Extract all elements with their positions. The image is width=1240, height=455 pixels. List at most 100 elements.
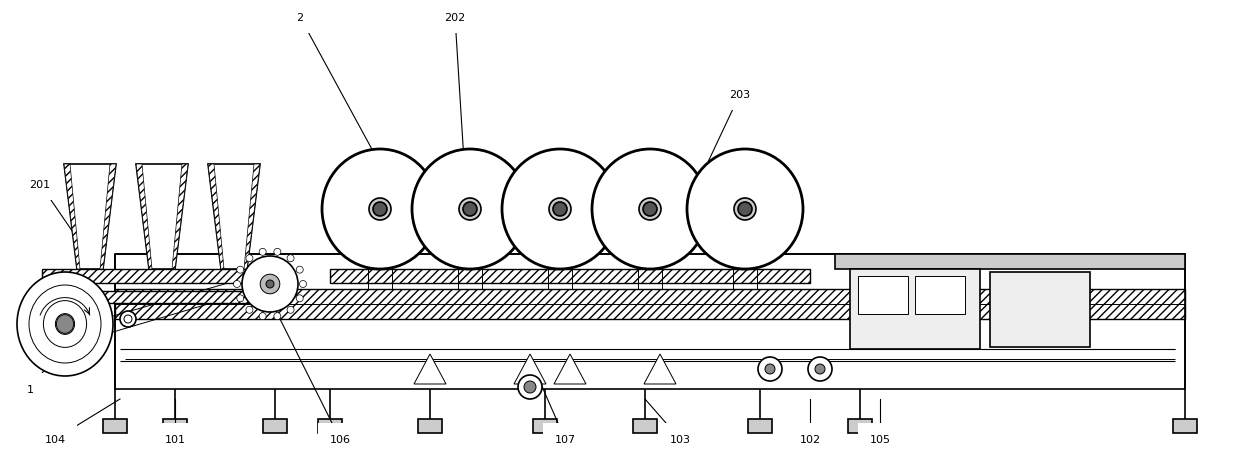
Bar <box>1173 419 1197 433</box>
Ellipse shape <box>242 257 298 312</box>
Polygon shape <box>627 180 673 269</box>
Polygon shape <box>357 180 372 269</box>
Bar <box>330 269 810 283</box>
Ellipse shape <box>29 285 100 363</box>
Bar <box>858 276 908 314</box>
Ellipse shape <box>267 280 274 288</box>
Polygon shape <box>753 180 768 269</box>
Bar <box>418 419 441 433</box>
Ellipse shape <box>274 249 280 256</box>
Bar <box>263 419 286 433</box>
Circle shape <box>1022 291 1058 327</box>
Bar <box>915 276 965 314</box>
Text: 106: 106 <box>330 434 351 444</box>
Polygon shape <box>388 180 403 269</box>
Polygon shape <box>722 180 768 269</box>
Circle shape <box>738 202 751 217</box>
Polygon shape <box>208 165 224 269</box>
Polygon shape <box>64 165 81 269</box>
Text: 107: 107 <box>554 434 575 444</box>
Ellipse shape <box>237 295 244 302</box>
Ellipse shape <box>56 315 73 334</box>
Ellipse shape <box>259 313 267 320</box>
Bar <box>103 419 126 433</box>
Polygon shape <box>446 180 463 269</box>
Polygon shape <box>446 180 494 269</box>
Circle shape <box>765 364 775 374</box>
Bar <box>533 419 557 433</box>
Ellipse shape <box>288 255 294 262</box>
Ellipse shape <box>734 198 756 221</box>
Ellipse shape <box>56 314 74 335</box>
Bar <box>57 291 265 303</box>
Bar <box>748 419 773 433</box>
Ellipse shape <box>412 150 528 269</box>
Polygon shape <box>100 165 117 269</box>
Ellipse shape <box>124 315 131 324</box>
Circle shape <box>815 364 825 374</box>
Ellipse shape <box>639 198 661 221</box>
Circle shape <box>463 202 477 217</box>
Bar <box>849 269 980 349</box>
Polygon shape <box>414 354 446 384</box>
Bar <box>115 289 1185 319</box>
Ellipse shape <box>502 150 618 269</box>
Polygon shape <box>357 180 403 269</box>
Ellipse shape <box>237 267 244 273</box>
Ellipse shape <box>549 198 570 221</box>
Bar <box>162 419 187 433</box>
Ellipse shape <box>370 198 391 221</box>
Circle shape <box>553 202 567 217</box>
Circle shape <box>373 202 387 217</box>
Polygon shape <box>477 180 494 269</box>
Bar <box>848 419 872 433</box>
Circle shape <box>808 357 832 381</box>
Polygon shape <box>537 180 552 269</box>
Ellipse shape <box>17 273 113 376</box>
Polygon shape <box>136 165 153 269</box>
Text: 1: 1 <box>26 384 33 394</box>
Polygon shape <box>644 354 676 384</box>
Bar <box>632 419 657 433</box>
Text: 105: 105 <box>869 434 890 444</box>
Ellipse shape <box>260 275 280 294</box>
Ellipse shape <box>322 150 438 269</box>
Ellipse shape <box>233 281 241 288</box>
Polygon shape <box>722 180 737 269</box>
Circle shape <box>758 357 782 381</box>
Bar <box>835 254 1185 269</box>
Polygon shape <box>244 165 260 269</box>
Polygon shape <box>537 180 583 269</box>
Text: 202: 202 <box>444 13 466 23</box>
Ellipse shape <box>296 295 304 302</box>
Text: 201: 201 <box>30 180 51 190</box>
Ellipse shape <box>525 381 536 393</box>
Ellipse shape <box>259 249 267 256</box>
Ellipse shape <box>246 307 253 313</box>
Circle shape <box>930 316 950 336</box>
Bar <box>115 254 1185 389</box>
Ellipse shape <box>246 255 253 262</box>
Polygon shape <box>554 354 587 384</box>
Polygon shape <box>568 180 583 269</box>
Ellipse shape <box>459 198 481 221</box>
Polygon shape <box>515 354 546 384</box>
Ellipse shape <box>518 375 542 399</box>
Ellipse shape <box>43 301 87 348</box>
Ellipse shape <box>296 267 304 273</box>
Bar <box>42 269 280 283</box>
Polygon shape <box>208 165 260 269</box>
Text: 102: 102 <box>800 434 821 444</box>
Polygon shape <box>136 165 188 269</box>
Ellipse shape <box>288 307 294 313</box>
Ellipse shape <box>591 150 708 269</box>
Polygon shape <box>627 180 642 269</box>
Polygon shape <box>64 165 117 269</box>
Ellipse shape <box>274 313 280 320</box>
Text: 103: 103 <box>670 434 691 444</box>
Ellipse shape <box>687 150 804 269</box>
Circle shape <box>644 202 657 217</box>
Circle shape <box>1032 301 1048 317</box>
Circle shape <box>873 316 893 336</box>
Bar <box>317 419 342 433</box>
